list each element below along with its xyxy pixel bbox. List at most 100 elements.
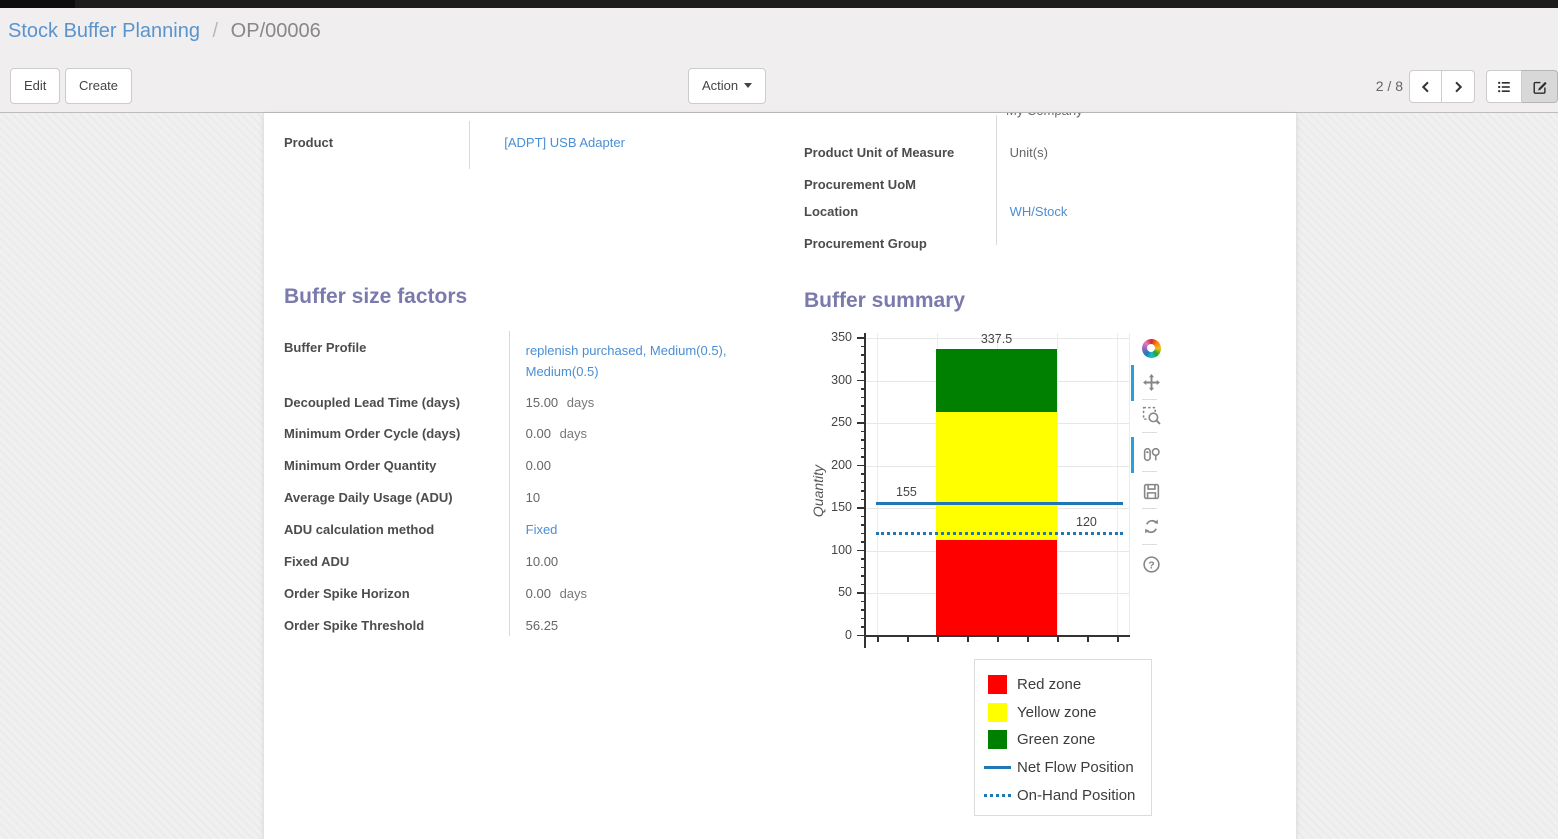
modebar-active-indicator: [1131, 365, 1134, 401]
field-label: Average Daily Usage (ADU): [284, 490, 453, 505]
green-zone-bar: [936, 348, 1057, 413]
x-axis: [864, 635, 1130, 637]
action-dropdown-button[interactable]: Action: [688, 68, 767, 104]
modebar-divider: [1142, 471, 1157, 472]
column-separator: [469, 121, 470, 169]
dlt-unit: days: [566, 395, 595, 410]
field-row-product: Product [ADPT] USB Adapter: [284, 135, 625, 150]
chevron-down-icon: [744, 83, 753, 88]
field-label: Order Spike Horizon: [284, 586, 410, 601]
modebar-divider: [1142, 544, 1157, 545]
breadcrumb-parent-link[interactable]: Stock Buffer Planning: [8, 20, 200, 42]
chart-modebar: ?: [1131, 328, 1168, 578]
field-label: Procurement Group: [804, 236, 927, 251]
y-tick: [861, 515, 865, 518]
y-tick: [861, 498, 865, 501]
field-label: Buffer Profile: [284, 340, 367, 355]
y-tick: [861, 532, 865, 535]
view-switcher: [1486, 70, 1558, 103]
spike-horizon-unit: days: [559, 586, 588, 601]
yellow-zone-swatch: [988, 702, 1007, 722]
legend-item-net-flow[interactable]: Net Flow Position: [984, 754, 1151, 782]
green-zone-swatch: [988, 730, 1007, 750]
gridline-v: [877, 333, 878, 635]
top-menu-bar: [0, 0, 1558, 8]
field-row-uom: Product Unit of Measure Unit(s): [804, 145, 1048, 160]
y-tick-label: 0: [845, 627, 852, 642]
legend-item-yellow-zone[interactable]: Yellow zone: [988, 699, 1151, 727]
section-title-buffer-factors: Buffer size factors: [284, 285, 468, 308]
hover-compare-icon[interactable]: [1140, 443, 1162, 465]
y-tick-label: 50: [838, 585, 852, 599]
legend-item-on-hand[interactable]: On-Hand Position: [984, 781, 1151, 809]
y-tick: [857, 507, 865, 509]
section-title-buffer-summary: Buffer summary: [804, 289, 966, 312]
y-tick-label: 350: [831, 330, 852, 344]
form-view-button[interactable]: [1522, 70, 1558, 103]
column-separator: [509, 331, 510, 636]
y-tick-label: 200: [831, 457, 852, 472]
x-tick: [1057, 637, 1059, 642]
moc-unit: days: [559, 426, 588, 441]
pager-counter: 2 / 8: [1375, 78, 1403, 94]
action-label: Action: [702, 78, 739, 93]
x-tick: [1027, 637, 1029, 642]
y-tick: [861, 396, 865, 399]
list-icon: [1498, 81, 1510, 92]
y-tick: [861, 541, 865, 543]
yellow-zone-bar: [936, 412, 1057, 540]
y-tick-label: 300: [831, 372, 852, 387]
save-icon[interactable]: [1140, 480, 1162, 502]
y-tick: [861, 371, 865, 373]
modebar-divider: [1142, 432, 1157, 433]
location-link[interactable]: WH/Stock: [1009, 204, 1068, 219]
spike-horizon-value: 0.00: [525, 586, 551, 601]
x-tick: [997, 637, 999, 642]
edit-form-icon: [1533, 81, 1547, 94]
y-tick: [861, 558, 865, 560]
y-tick: [857, 379, 865, 382]
form-sheet: My Company Product [ADPT] USB Adapter Pr…: [263, 113, 1297, 839]
legend-item-green-zone[interactable]: Green zone: [988, 726, 1151, 754]
modebar-divider: [1142, 399, 1157, 400]
chevron-right-icon: [1455, 81, 1463, 92]
field-label: Product: [284, 135, 334, 150]
y-tick: [861, 473, 865, 475]
x-tick: [1117, 637, 1119, 642]
legend-label: Green zone: [1017, 731, 1096, 749]
net-flow-position-line: [876, 502, 1123, 506]
modebar-divider: [1142, 508, 1157, 509]
y-tick: [861, 600, 865, 603]
legend-item-red-zone[interactable]: Red zone: [988, 671, 1151, 699]
list-view-button[interactable]: [1486, 70, 1522, 103]
y-tick: [861, 456, 865, 458]
legend-label: Net Flow Position: [1017, 759, 1134, 777]
field-row-buffer-profile: Buffer Profile replenish purchased, Medi…: [284, 340, 778, 383]
box-zoom-icon[interactable]: [1140, 404, 1162, 426]
chart-legend: Red zone Yellow zone Green zone Net Flow…: [974, 659, 1152, 816]
y-tick: [857, 464, 865, 467]
field-row-min-order-cycle: Minimum Order Cycle (days) 0.00 days: [284, 426, 587, 441]
reset-axes-icon[interactable]: [1140, 515, 1162, 537]
edit-button[interactable]: Edit: [10, 68, 61, 104]
pager-next-button[interactable]: [1442, 70, 1475, 103]
pan-icon[interactable]: [1140, 371, 1162, 393]
help-icon[interactable]: ?: [1140, 553, 1162, 575]
y-tick: [861, 345, 865, 348]
y-tick: [861, 481, 865, 484]
y-tick: [861, 413, 865, 416]
adu-method-link[interactable]: Fixed: [525, 522, 558, 537]
x-tick: [967, 637, 969, 642]
y-tick: [861, 447, 865, 450]
plotly-logo-icon[interactable]: [1140, 337, 1162, 359]
create-button[interactable]: Create: [65, 68, 133, 104]
y-tick: [861, 524, 865, 526]
field-row-fixed-adu: Fixed ADU 10.00: [284, 554, 558, 569]
field-row-procurement-uom: Procurement UoM: [804, 177, 1006, 192]
pager-previous-button[interactable]: [1409, 70, 1442, 103]
buffer-profile-link[interactable]: replenish purchased, Medium(0.5), Medium…: [525, 343, 727, 380]
moc-value: 0.00: [525, 426, 551, 441]
line-value-label: 155: [896, 484, 917, 499]
product-link[interactable]: [ADPT] USB Adapter: [504, 135, 625, 150]
